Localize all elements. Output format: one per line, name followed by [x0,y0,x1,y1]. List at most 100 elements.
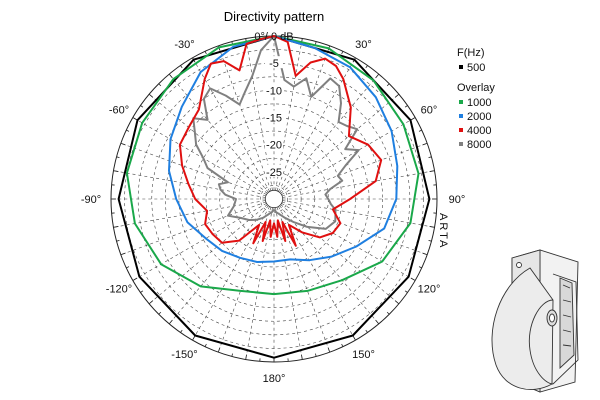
angle-tick-label: 120° [418,284,441,296]
grid-tick [158,311,162,315]
grid-tick [375,73,380,79]
grid-tick [180,329,183,333]
legend-label-2000: 2000 [467,111,491,123]
grid-spoke [274,45,331,197]
grid-tick [375,319,380,325]
series-line-500 [117,35,431,359]
grid-tick [148,93,154,98]
grid-spoke [113,170,272,199]
grid-tick [113,226,119,228]
grid-tick [315,41,317,45]
legend-swatch-4000 [459,128,463,132]
grid-tick [132,277,138,281]
grid-tick [120,252,126,256]
grid-tick [126,266,130,269]
grid-tick [429,226,435,228]
grid-tick [428,156,432,158]
grid-tick [217,347,221,353]
grid-spoke [276,170,435,199]
grid-tick [341,51,344,55]
db-tick-label: -25 [266,167,282,179]
grid-spoke [148,93,273,198]
angle-tick-label: 90° [449,194,466,206]
grid-spoke [275,200,400,305]
angle-tick-label: -120° [106,284,132,296]
series-line-4000 [178,35,383,247]
grid-tick [327,347,331,353]
grid-spoke [275,200,380,325]
grid-spoke [276,200,416,281]
speaker-illustration [491,249,579,393]
legend-swatch-8000 [459,142,463,146]
legend-label-8000: 8000 [467,139,491,151]
grid-tick [140,105,144,108]
db-label-bg [265,83,283,96]
grid-spoke [168,200,273,325]
grid-spoke [120,199,272,256]
grid-tick [386,83,390,87]
grid-tick [192,335,196,341]
grid-tick [404,290,408,293]
grid-spoke [113,199,272,228]
tick-labels: -30° 30° -60° 60° -90° 90° -120° 120° -150° 150° 1… [81,39,465,385]
grid-tick [386,311,390,315]
grid-spoke [148,200,273,305]
grid-spoke [276,142,428,199]
grid-tick [428,240,432,242]
grid-tick [301,354,303,360]
grid-tick [168,73,173,79]
angle-tick-label: -150° [171,349,197,361]
grid-spoke [275,201,356,341]
db-label-bg [265,56,283,69]
legend-label-1000: 1000 [467,97,491,109]
grid-tick [404,105,408,108]
grid-tick [422,252,428,256]
grid-spoke [245,201,274,360]
grid-tick [365,65,368,69]
grid-tick [429,170,435,172]
db-tick-label: -10 [266,85,282,97]
grid-tick [120,142,126,146]
grid-spoke [192,57,273,197]
legend-overlay-label: Overlay [457,82,495,94]
legend: F(Hz) 500 Overlay 1000 2000 4000 8000 [457,47,495,151]
grid-tick [204,343,207,347]
grid-tick [113,170,119,172]
grid-tick [158,83,162,87]
angle-tick-label: -30° [174,39,194,51]
series-line-1000 [125,35,420,296]
grid-tick [394,93,400,98]
grid-tick [140,290,144,293]
grid-spoke [275,73,380,198]
db-label-bg [265,110,283,123]
grid-spoke [132,200,272,281]
legend-swatch-1000 [459,100,463,104]
db-label-bg [265,164,283,177]
grid-tick [315,353,317,357]
legend-swatch-2000 [459,114,463,118]
grid-spoke [274,201,303,360]
grid-spoke [120,142,272,199]
grid-tick [204,51,207,55]
db-tick-label: -15 [266,113,282,125]
grid-tick [418,266,422,269]
grid-tick [418,129,422,132]
legend-header: F(Hz) [457,47,485,59]
series-line-2000 [168,35,399,263]
angle-tick-label: -60° [109,105,129,117]
grid-tick [126,129,130,132]
legend-label-4000: 4000 [467,125,491,137]
chart-title: Directivity pattern [224,9,324,24]
grid-tick [410,277,416,281]
grid-db-ring [260,185,288,213]
grid-db-ring [205,130,343,268]
grid-tick [132,117,138,121]
angle-tick-label: -90° [81,194,101,206]
angle-tick-label: 180° [263,373,286,385]
grid-center-circle [264,189,284,209]
angle-tick-label: 60° [421,105,438,117]
grid-tick [394,300,400,305]
grid-tick [245,354,247,360]
legend-swatch-500 [459,65,463,69]
